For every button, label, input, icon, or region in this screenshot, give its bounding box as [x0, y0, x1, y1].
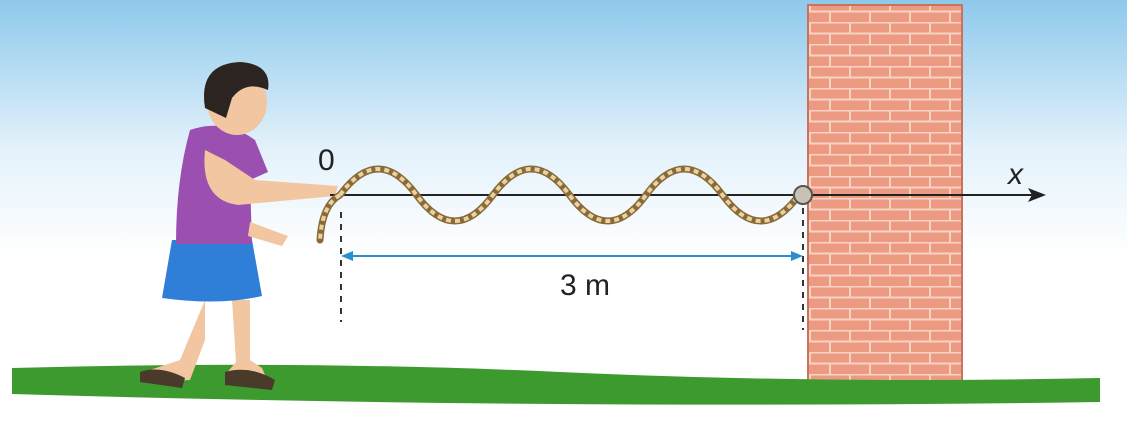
wall-hook — [794, 186, 812, 204]
origin-label: 0 — [318, 144, 335, 177]
wave-diagram: 0 x 3 m — [0, 0, 1127, 429]
axis-label: x — [1006, 158, 1024, 191]
distance-label: 3 m — [560, 269, 610, 302]
